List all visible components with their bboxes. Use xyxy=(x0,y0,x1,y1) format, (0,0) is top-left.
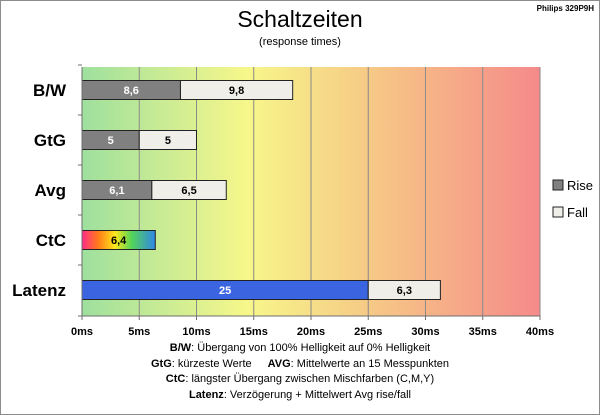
footnote-line: CtC: längster Übergang zwischen Mischfar… xyxy=(0,372,600,388)
bar-fall xyxy=(367,280,441,300)
value-label: 25 xyxy=(219,285,231,297)
value-label: 6,3 xyxy=(397,285,412,297)
footnote-key: Latenz xyxy=(188,388,224,401)
category-label: Avg xyxy=(35,181,67,200)
x-tick-label: 15ms xyxy=(240,326,268,338)
value-label: 8,6 xyxy=(124,85,139,97)
chart-subtitle: (response times) xyxy=(259,36,341,48)
footnote-key: GtG xyxy=(150,357,172,370)
x-tick-label: 10ms xyxy=(182,326,210,338)
category-label: B/W xyxy=(33,81,67,100)
value-label: 6,1 xyxy=(109,185,124,197)
category-label: Latenz xyxy=(12,281,66,300)
category-label: CtC xyxy=(36,231,66,250)
legend-label: Fall xyxy=(567,205,588,220)
footnote-line: GtG: kürzeste Werte AVG: Mittelwerte an 1… xyxy=(0,357,600,373)
footnote-line: Latenz: Verzögerung + Mittelwert Avg ris… xyxy=(0,388,600,404)
footnote-key: B/W xyxy=(169,342,192,354)
legend-swatch-fall xyxy=(552,206,564,218)
monitor-model-label: Philips 329P9H xyxy=(536,4,594,13)
value-label: 5 xyxy=(165,135,171,147)
category-label: GtG xyxy=(34,131,66,150)
legend-swatch-rise xyxy=(552,179,564,191)
footnote-text: : Verzögerung + Mittelwert Avg rise/fall xyxy=(223,388,412,401)
value-label: 9,8 xyxy=(229,85,244,97)
x-tick-label: 30ms xyxy=(411,326,439,338)
x-tick-label: 0ms xyxy=(71,326,93,338)
legend-label: Rise xyxy=(567,178,593,193)
bar-fall xyxy=(138,130,197,150)
footnote-line: B/W: Übergang von 100% Helligkeit auf 0%… xyxy=(0,341,600,357)
x-tick-label: 40ms xyxy=(526,326,554,338)
x-tick-label: 35ms xyxy=(469,326,497,338)
x-tick-label: 20ms xyxy=(297,326,325,338)
footnote-text: : längster Übergang zwischen Mischfarben… xyxy=(185,373,435,385)
x-tick-label: 5ms xyxy=(128,326,150,338)
value-label: 5 xyxy=(108,135,114,147)
chart-footnotes: B/W: Übergang von 100% Helligkeit auf 0%… xyxy=(0,341,600,403)
bar-fall xyxy=(179,80,294,100)
bar-fall xyxy=(151,180,227,200)
chart-title: Schaltzeiten xyxy=(237,6,363,32)
footnote-text: : kürzeste Werte xyxy=(171,357,252,370)
footnote-text: : Übergang von 100% Helligkeit auf 0% He… xyxy=(191,342,431,354)
footnote-key: CtC xyxy=(165,373,186,385)
x-tick-label: 25ms xyxy=(354,326,382,338)
value-label: 6,4 xyxy=(111,235,127,247)
footnote-key: AVG xyxy=(267,357,291,370)
value-label: 6,5 xyxy=(181,185,196,197)
footnote-text: : Mittelwerte an 15 Messpunkten xyxy=(290,357,450,370)
